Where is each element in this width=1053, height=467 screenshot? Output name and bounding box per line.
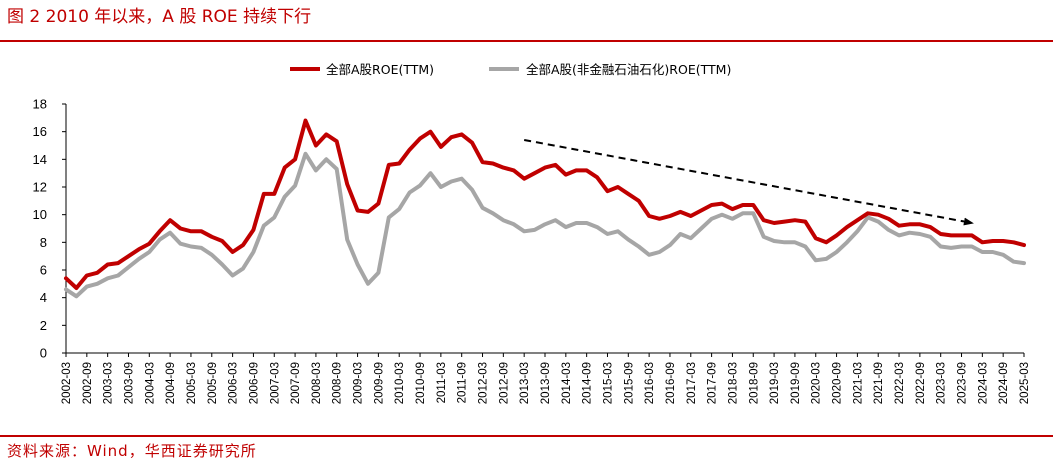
x-tick-label: 2008-03 bbox=[311, 362, 323, 404]
y-tick-label: 10 bbox=[33, 207, 47, 222]
series-lines bbox=[64, 118, 1026, 299]
x-tick-label: 2010-03 bbox=[394, 362, 406, 404]
x-tick-label: 2015-09 bbox=[623, 362, 635, 404]
x-tick-label: 2007-09 bbox=[290, 362, 302, 404]
x-tick-label: 2024-03 bbox=[977, 362, 989, 404]
x-tick-label: 2016-09 bbox=[665, 362, 677, 404]
x-tick-label: 2007-03 bbox=[269, 362, 281, 404]
x-tick-label: 2016-03 bbox=[644, 362, 656, 404]
trend-arrow bbox=[523, 138, 974, 226]
figure-title: 图 2 2010 年以来，A 股 ROE 持续下行 bbox=[7, 7, 312, 27]
x-tick-label: 2012-03 bbox=[478, 362, 490, 404]
x-tick-label: 2018-09 bbox=[748, 362, 760, 404]
x-tick-label: 2002-09 bbox=[82, 362, 94, 404]
x-tick-label: 2019-09 bbox=[790, 362, 802, 404]
x-tick-label: 2022-09 bbox=[915, 362, 927, 404]
x-tick-label: 2023-09 bbox=[957, 362, 969, 404]
x-tick-label: 2019-03 bbox=[769, 362, 781, 404]
x-tick-label: 2017-09 bbox=[707, 362, 719, 404]
x-tick-label: 2004-03 bbox=[144, 362, 156, 404]
x-tick-label: 2022-03 bbox=[894, 362, 906, 404]
x-tick-label: 2018-03 bbox=[727, 362, 739, 404]
x-tick-label: 2013-03 bbox=[519, 362, 531, 404]
x-tick-label: 2009-09 bbox=[373, 362, 385, 404]
y-tick-label: 2 bbox=[40, 318, 47, 333]
x-tick-label: 2004-09 bbox=[165, 362, 177, 404]
series-line-1 bbox=[64, 151, 1026, 299]
x-tick-label: 2024-09 bbox=[998, 362, 1010, 404]
x-tick-label: 2010-09 bbox=[415, 362, 427, 404]
x-tick-label: 2005-03 bbox=[186, 362, 198, 404]
y-axis: 0 2 4 6 8 10 12 14 16 18 bbox=[33, 97, 67, 361]
x-tick-label: 2015-03 bbox=[602, 362, 614, 404]
x-tick-label: 2013-09 bbox=[540, 362, 552, 404]
chart-legend: 全部A股ROE(TTM) 全部A股(非金融石油石化)ROE(TTM) bbox=[290, 62, 731, 77]
x-tick-label: 2021-03 bbox=[852, 362, 864, 404]
y-tick-label: 14 bbox=[33, 152, 47, 167]
x-tick-label: 2011-09 bbox=[457, 362, 469, 403]
x-tick-label: 2020-09 bbox=[832, 362, 844, 404]
annotations bbox=[523, 138, 974, 226]
x-tick-label: 2003-03 bbox=[103, 362, 115, 404]
series-line-0 bbox=[64, 118, 1026, 290]
x-tick-label: 2002-03 bbox=[61, 362, 73, 404]
x-tick-label: 2009-03 bbox=[353, 362, 365, 404]
y-tick-label: 18 bbox=[33, 97, 47, 112]
y-tick-label: 6 bbox=[40, 263, 47, 278]
legend-label-all-a: 全部A股ROE(TTM) bbox=[326, 62, 434, 77]
x-tick-label: 2008-09 bbox=[332, 362, 344, 404]
x-axis: 2002-03 2002-09 2003-03 2003-09 2004-03 2004-… bbox=[61, 352, 1031, 404]
x-tick-label: 2011-03 bbox=[436, 362, 448, 403]
x-tick-label: 2025-03 bbox=[1019, 362, 1031, 404]
y-tick-label: 12 bbox=[33, 180, 47, 195]
x-tick-label: 2012-09 bbox=[498, 362, 510, 404]
x-tick-label: 2014-09 bbox=[582, 362, 594, 404]
x-tick-label: 2023-03 bbox=[936, 362, 948, 404]
footer-divider bbox=[0, 435, 1053, 437]
y-tick-label: 0 bbox=[40, 346, 47, 361]
x-tick-label: 2006-09 bbox=[248, 362, 260, 404]
x-tick-label: 2021-09 bbox=[873, 362, 885, 404]
x-tick-label: 2014-03 bbox=[561, 362, 573, 404]
legend-label-nonfin: 全部A股(非金融石油石化)ROE(TTM) bbox=[526, 62, 731, 77]
x-tick-label: 2006-03 bbox=[228, 362, 240, 404]
source-note: 资料来源：Wind，华西证券研究所 bbox=[7, 442, 257, 460]
title-divider bbox=[0, 40, 1053, 42]
y-tick-label: 4 bbox=[40, 290, 47, 305]
y-tick-label: 8 bbox=[40, 235, 47, 250]
y-tick-label: 16 bbox=[33, 124, 47, 139]
x-tick-label: 2020-03 bbox=[811, 362, 823, 404]
x-tick-label: 2017-03 bbox=[686, 362, 698, 404]
x-tick-label: 2003-09 bbox=[123, 362, 135, 404]
x-tick-label: 2005-09 bbox=[207, 362, 219, 404]
